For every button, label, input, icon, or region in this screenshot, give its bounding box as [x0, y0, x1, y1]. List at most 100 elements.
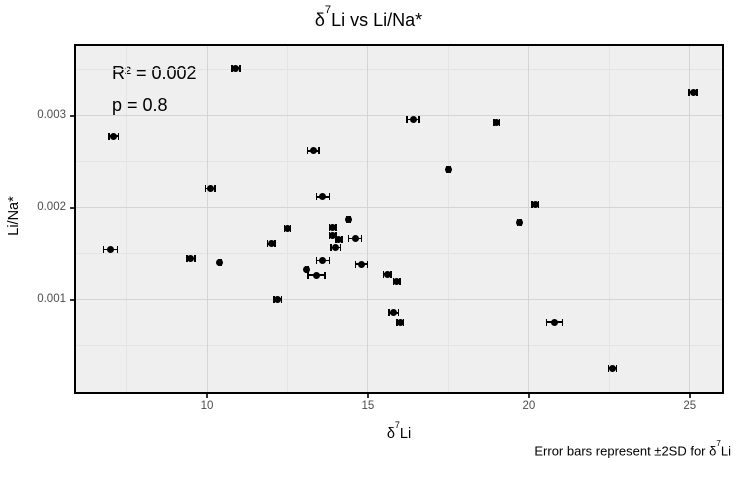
minor-gridline-y — [76, 345, 722, 347]
error-bar-cap — [366, 260, 369, 268]
error-bar-cap — [390, 270, 392, 278]
error-bar-cap — [341, 235, 343, 243]
x-axis-title: δ7Li — [299, 420, 499, 442]
data-point — [335, 235, 343, 243]
error-bar-cap — [315, 193, 318, 201]
y-tick-mark — [70, 299, 74, 301]
error-bar-cap — [330, 244, 332, 252]
error-bar-cap — [306, 147, 309, 155]
error-bar-cap — [274, 240, 276, 248]
x-tick-label: 10 — [200, 400, 214, 412]
error-bar-cap — [382, 270, 385, 278]
x-axis-ticks: 10 15 20 25 — [76, 394, 722, 418]
major-gridline-y — [76, 115, 722, 117]
x-tick-label: 25 — [683, 400, 697, 412]
error-bar-cap — [354, 260, 357, 268]
data-point — [351, 234, 359, 242]
error-bar-cap — [607, 364, 610, 372]
data-point — [396, 318, 404, 326]
data-point — [274, 295, 282, 303]
error-bar-cap — [280, 295, 283, 303]
error-bar-cap — [273, 295, 275, 303]
error-bar-cap — [324, 271, 326, 279]
minor-gridline-y — [76, 161, 722, 163]
data-point — [206, 185, 214, 193]
major-gridline-y — [76, 207, 722, 209]
chart-title-delta: δ — [314, 10, 325, 30]
error-bar-cap — [360, 234, 363, 242]
error-bar-cap — [186, 255, 188, 263]
error-bar-cap — [688, 88, 690, 96]
y-tick-mark — [70, 115, 74, 117]
data-point — [106, 245, 114, 253]
chart-title: δ7Li vs Li/Na* — [0, 4, 737, 31]
data-point — [319, 193, 327, 201]
data-point — [283, 224, 291, 232]
data-point — [329, 232, 337, 240]
error-bar-cap — [315, 256, 318, 264]
data-point — [393, 278, 401, 286]
error-bar-cap — [328, 256, 331, 264]
caption-text: Error bars represent ±2SD for — [534, 443, 710, 459]
data-point — [312, 271, 320, 279]
chart-title-text: Li vs Li/Na* — [331, 10, 423, 30]
data-point — [345, 215, 353, 223]
caption-superscript: 7 — [716, 438, 721, 448]
error-bar-cap — [615, 364, 618, 372]
data-point — [267, 240, 275, 248]
error-bar-cap — [194, 255, 196, 263]
data-point — [515, 219, 523, 227]
data-point — [319, 256, 327, 264]
data-point — [187, 255, 195, 263]
major-gridline-x — [528, 46, 530, 392]
data-point — [303, 266, 311, 274]
y-tick-label: 0.001 — [37, 292, 66, 305]
y-tick-label: 0.002 — [37, 200, 66, 213]
x-tick-mark — [689, 394, 691, 398]
caption-li: Li — [720, 443, 731, 459]
error-bar-cap — [214, 185, 216, 193]
y-tick-mark — [70, 207, 74, 209]
minor-gridline-x — [447, 46, 449, 392]
major-gridline-x — [367, 46, 369, 392]
plot-panel: R² = 0.002 p = 0.8 — [74, 44, 724, 394]
data-point — [444, 165, 452, 173]
x-tick-mark — [206, 394, 208, 398]
error-bar-cap — [108, 132, 110, 140]
error-bar-cap — [266, 240, 269, 248]
x-axis-title-delta: δ — [386, 425, 395, 442]
caption-delta: δ — [709, 443, 717, 459]
error-bar-cap — [339, 244, 342, 252]
data-point — [383, 270, 391, 278]
error-bar-cap — [545, 318, 548, 326]
data-point — [358, 260, 365, 268]
error-bar-cap — [347, 234, 350, 242]
data-point — [309, 147, 317, 155]
error-bar-cap — [406, 116, 408, 124]
x-axis-title-text: Li — [399, 425, 412, 442]
error-bar-caption: Error bars represent ±2SD for δ7Li — [331, 439, 731, 459]
minor-gridline-x — [286, 46, 288, 392]
r-squared-annotation: R² = 0.002 — [112, 63, 197, 83]
chart-title-superscript: 7 — [324, 4, 332, 17]
data-point — [531, 200, 539, 208]
error-bar-cap — [307, 271, 309, 279]
data-point — [689, 88, 697, 96]
data-point — [332, 244, 340, 252]
error-bar-cap — [231, 64, 233, 72]
minor-gridline-x — [608, 46, 610, 392]
x-tick-mark — [528, 394, 530, 398]
data-point — [551, 318, 559, 326]
p-value-annotation: p = 0.8 — [112, 94, 168, 115]
x-tick-label: 15 — [361, 400, 375, 412]
data-point — [329, 223, 337, 231]
major-gridline-y — [76, 299, 722, 301]
data-point — [409, 116, 417, 124]
error-bar-cap — [116, 245, 119, 253]
major-gridline-x — [206, 46, 208, 392]
error-bar-cap — [561, 318, 564, 326]
error-bar-cap — [318, 147, 320, 155]
error-bar-cap — [117, 132, 120, 140]
error-bar-cap — [418, 116, 420, 124]
